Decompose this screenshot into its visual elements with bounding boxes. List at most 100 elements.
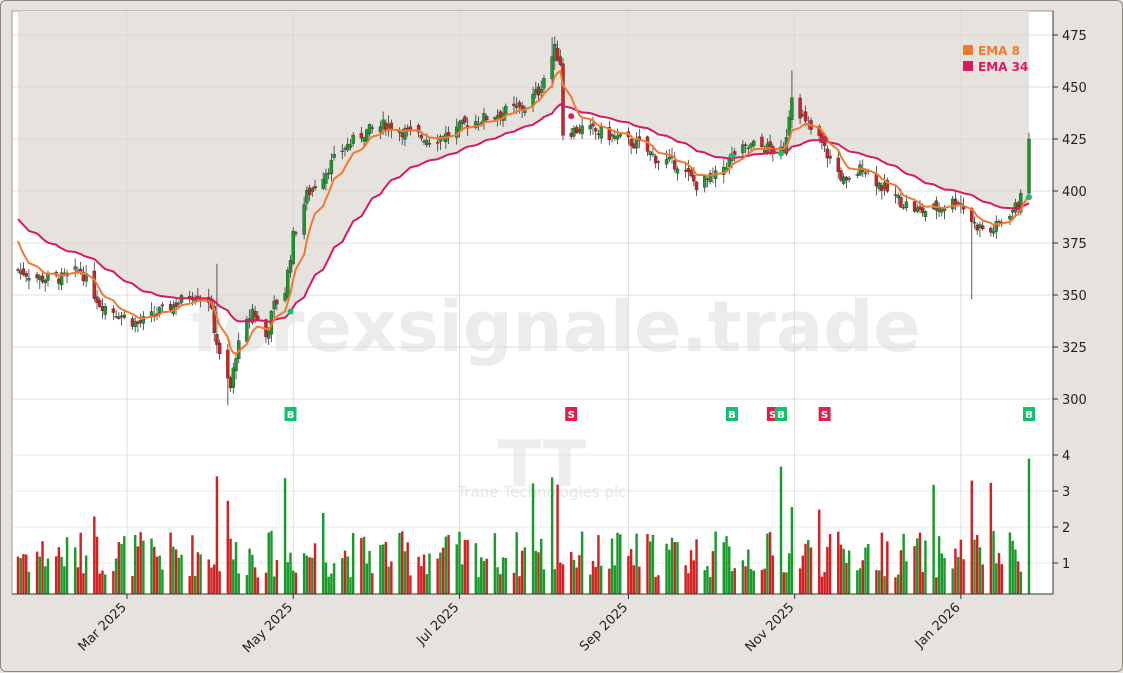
candle-body xyxy=(703,175,707,188)
volume-bar xyxy=(703,570,706,594)
volume-bar xyxy=(286,562,290,594)
candle-body xyxy=(1027,138,1031,194)
candle-body xyxy=(160,304,165,307)
volume-bar xyxy=(237,573,240,594)
candle-body xyxy=(885,180,889,192)
volume-bar xyxy=(321,512,325,594)
candle-body xyxy=(997,221,1001,223)
candle-body xyxy=(673,160,677,170)
volume-bar xyxy=(272,576,276,594)
volume-bar xyxy=(44,566,47,594)
candle-body xyxy=(245,319,249,343)
candle-body xyxy=(463,116,467,123)
volume-bar xyxy=(93,516,96,594)
candle-body xyxy=(43,280,47,284)
volume-bar xyxy=(253,567,257,594)
candle-body xyxy=(59,272,64,286)
signal-label: B xyxy=(777,410,785,421)
volume-bar xyxy=(580,531,584,594)
volume-bar xyxy=(406,542,409,594)
candle-body xyxy=(580,125,584,135)
candle-body xyxy=(21,268,26,276)
volume-bar xyxy=(84,555,88,594)
signal-dot xyxy=(769,148,776,155)
volume-bar xyxy=(207,559,210,594)
volume-bar xyxy=(858,568,862,594)
volume-bar xyxy=(995,563,998,594)
volume-bar xyxy=(970,480,973,594)
volume-bar xyxy=(362,536,366,594)
volume-bar xyxy=(444,536,448,594)
volume-bar xyxy=(845,562,848,594)
volume-bar xyxy=(177,557,181,594)
candle-body xyxy=(863,172,868,175)
candle-body xyxy=(915,207,919,213)
volume-bar xyxy=(139,532,142,594)
candle-body xyxy=(923,211,928,218)
candle-body xyxy=(912,201,917,212)
candle-body xyxy=(133,321,137,328)
volume-bar xyxy=(706,566,709,594)
volume-bar xyxy=(150,538,153,594)
signal-dot xyxy=(1026,194,1032,201)
candle-body xyxy=(419,135,424,139)
volume-bar xyxy=(741,560,745,594)
candle-body xyxy=(291,231,295,264)
volume-bar xyxy=(875,570,878,594)
volume-bar xyxy=(398,532,401,594)
candle-body xyxy=(787,116,791,136)
volume-bar xyxy=(409,575,412,594)
date-tick-label: Nov 2025 xyxy=(743,600,798,655)
volume-bar xyxy=(387,566,390,594)
candle-body xyxy=(40,275,45,282)
price-tick-label: 425 xyxy=(1062,133,1087,148)
cloud-area xyxy=(18,11,1029,322)
signal-label: S xyxy=(821,410,828,421)
volume-bar xyxy=(894,577,897,594)
volume-bar xyxy=(809,547,813,594)
volume-bar xyxy=(441,547,445,594)
volume-bar xyxy=(82,573,85,594)
volume-bar xyxy=(420,566,423,594)
volume-bar xyxy=(101,570,104,594)
candle-body xyxy=(517,102,522,107)
date-tick-label: Sep 2025 xyxy=(577,600,631,654)
volume-tick-label: 3 xyxy=(1062,485,1070,500)
candle-body xyxy=(1019,192,1023,213)
volume-bar xyxy=(188,576,191,594)
candle-body xyxy=(329,159,334,174)
candle-body xyxy=(416,125,421,133)
volume-bar xyxy=(463,539,467,594)
volume-bar xyxy=(864,547,867,594)
volume-bar xyxy=(880,532,884,594)
volume-bar xyxy=(117,542,121,594)
candle-body xyxy=(991,231,996,234)
candle-body xyxy=(305,190,309,204)
watermark-text: forexsignale.trade xyxy=(191,286,920,368)
volume-bar xyxy=(534,550,537,594)
candle-body xyxy=(615,135,620,140)
signal-badge xyxy=(1023,407,1035,421)
volume-bar xyxy=(63,566,66,594)
volume-bar xyxy=(313,543,317,594)
volume-bar xyxy=(292,570,295,594)
candle-body xyxy=(667,156,671,160)
volume-bar xyxy=(616,532,619,594)
volume-bar xyxy=(403,551,407,594)
candle-body xyxy=(435,142,440,144)
volume-bar xyxy=(749,568,753,594)
candle-body xyxy=(256,315,260,320)
price-tick-label: 300 xyxy=(1062,393,1087,408)
candle-body xyxy=(215,334,219,345)
candle-body xyxy=(177,302,181,305)
volume-bar xyxy=(828,534,832,594)
volume-bar xyxy=(460,564,464,594)
volume-bar xyxy=(670,537,674,594)
price-tick-label: 325 xyxy=(1062,341,1087,356)
volume-bar xyxy=(866,543,870,594)
volume-bar xyxy=(861,560,864,594)
volume-bar xyxy=(826,546,829,594)
volume-bar xyxy=(689,550,693,594)
candle-body xyxy=(558,56,562,65)
